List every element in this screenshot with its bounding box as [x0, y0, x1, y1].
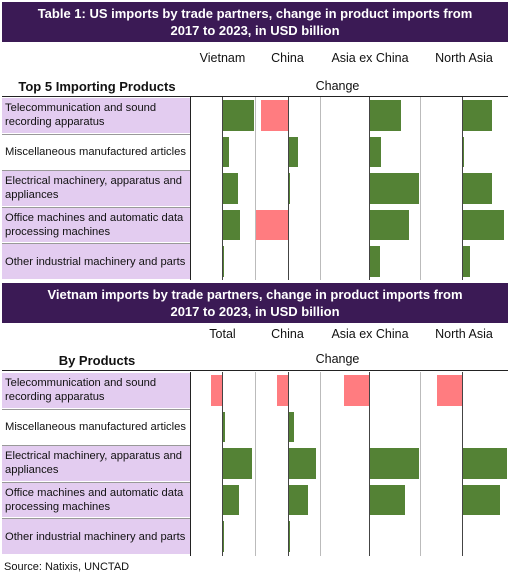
- t2-row-rule: [2, 481, 190, 483]
- t2-header-rule: [2, 370, 508, 371]
- t1-col-separator: [320, 97, 321, 280]
- t2-bar-asia-ex-china: [369, 484, 405, 516]
- t1-row-rule: [2, 206, 190, 208]
- t1-change-label: Change: [315, 79, 360, 93]
- t1-row-rule: [2, 243, 190, 245]
- t1-col-separator: [255, 97, 256, 280]
- t1-row-label: Office machines and automatic data proce…: [2, 207, 190, 243]
- t1-bar-china: [288, 136, 298, 168]
- t2-col-separator: [255, 372, 256, 556]
- t1-col-north-asia: North Asia: [435, 51, 493, 65]
- t1-row-rule: [2, 170, 190, 172]
- t2-zero-axis: [288, 372, 289, 556]
- t2-zero-axis: [462, 372, 463, 556]
- t2-row-rule: [2, 408, 190, 410]
- t2-col-asia-ex-china: Asia ex China: [331, 327, 409, 341]
- t1-bar-vietnam: [222, 136, 229, 168]
- t1-bar-asia-ex-china: [369, 136, 381, 168]
- t2-row-label: Miscellaneous manufactured articles: [2, 409, 190, 445]
- t1-bar-asia-ex-china: [369, 173, 419, 204]
- t1-zero-axis: [369, 97, 370, 280]
- t1-bar-asia-ex-china: [369, 209, 409, 241]
- t1-col-separator: [420, 97, 421, 280]
- t2-bar-china: [288, 484, 308, 516]
- t1-bar-asia-ex-china: [369, 100, 401, 131]
- t1-bar-vietnam: [222, 209, 240, 241]
- t2-row-label: Electrical machinery, apparatus and appl…: [2, 446, 190, 481]
- t2-row-label: Other industrial machinery and parts: [2, 519, 190, 554]
- t2-row-rule: [2, 518, 190, 520]
- t1-row-rule: [2, 133, 190, 135]
- t1-row-label: Electrical machinery, apparatus and appl…: [2, 171, 190, 206]
- t1-col-china: China: [271, 51, 304, 65]
- t1-bar-vietnam: [222, 100, 254, 131]
- t1-bar-china: [256, 209, 288, 241]
- t1-zero-axis: [462, 97, 463, 280]
- t2-bar-total: [222, 521, 224, 552]
- source-note: Source: Natixis, UNCTAD: [4, 561, 130, 573]
- t2-row-label: Office machines and automatic data proce…: [2, 482, 190, 518]
- t2-bar-north-asia: [462, 448, 507, 479]
- t2-col-north-asia: North Asia: [435, 327, 493, 341]
- t2-bar-china: [288, 448, 316, 479]
- t1-col-separator: [190, 97, 191, 280]
- t1-col-asia-ex-china: Asia ex China: [331, 51, 409, 65]
- t1-zero-axis: [222, 97, 223, 280]
- t2-bar-north-asia: [462, 484, 500, 516]
- t2-zero-axis: [369, 372, 370, 556]
- t2-row-rule: [2, 445, 190, 447]
- t2-bar-total: [222, 411, 225, 443]
- t2-bar-china: [288, 411, 294, 443]
- t2-bar-china: [277, 375, 288, 406]
- t1-bar-north-asia: [462, 173, 492, 204]
- t2-row-label: Telecommunication and sound recording ap…: [2, 373, 190, 408]
- t1-col-vietnam: Vietnam: [199, 51, 246, 65]
- t1-bar-china: [288, 173, 290, 204]
- t1-bar-north-asia: [462, 209, 504, 241]
- t1-header-rule: [2, 96, 508, 97]
- t2-col-total: Total: [209, 327, 236, 341]
- t2-col-china: China: [271, 327, 304, 341]
- t1-bar-vietnam: [222, 173, 238, 204]
- t2-bar-asia-ex-china: [369, 448, 419, 479]
- t1-row-header: Top 5 Importing Products: [18, 79, 176, 94]
- t2-bar-total: [222, 448, 252, 479]
- t1-row-label: Miscellaneous manufactured articles: [2, 134, 190, 170]
- t2-zero-axis: [222, 372, 223, 556]
- t1-bar-north-asia: [462, 136, 464, 168]
- t2-col-separator: [420, 372, 421, 556]
- t1-bar-north-asia: [462, 246, 470, 277]
- t2-bar-north-asia: [437, 375, 462, 406]
- t1-zero-axis: [288, 97, 289, 280]
- t2-col-separator: [190, 372, 191, 556]
- t1-row-label: Telecommunication and sound recording ap…: [2, 98, 190, 133]
- t2-bar-total: [222, 484, 239, 516]
- table2-title-text: Vietnam imports by trade partners, chang…: [47, 287, 463, 319]
- table1-title-text: Table 1: US imports by trade partners, c…: [37, 6, 473, 38]
- t1-bar-north-asia: [462, 100, 492, 131]
- table1-title: Table 1: US imports by trade partners, c…: [2, 2, 508, 42]
- t1-bar-vietnam: [222, 246, 224, 277]
- t1-row-label: Other industrial machinery and parts: [2, 244, 190, 279]
- t2-bar-china: [288, 521, 290, 552]
- t2-change-label: Change: [315, 352, 360, 366]
- t2-row-header: By Products: [58, 353, 136, 368]
- t2-bar-total: [211, 375, 222, 406]
- t2-bar-asia-ex-china: [344, 375, 369, 406]
- t1-bar-china: [261, 100, 288, 131]
- table2-title: Vietnam imports by trade partners, chang…: [2, 283, 508, 323]
- t1-bar-asia-ex-china: [369, 246, 380, 277]
- t2-col-separator: [320, 372, 321, 556]
